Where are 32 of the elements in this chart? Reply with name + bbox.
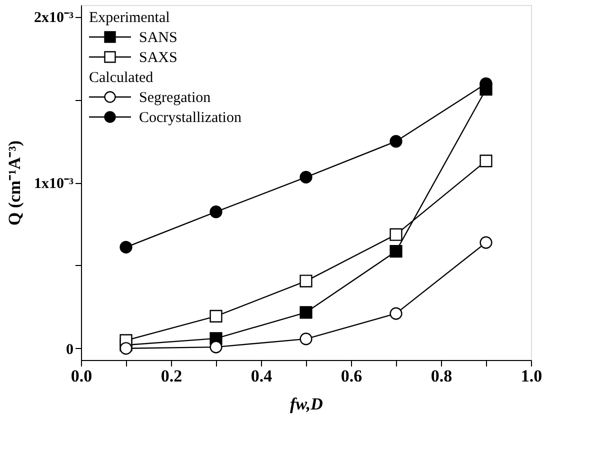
y-tick-label: 0 [66,342,74,358]
legend-label: Segregation [139,90,212,106]
point [390,228,402,241]
annotation: Experimental [89,10,170,26]
y-tick-label: 2x10⁻³ [34,10,74,26]
x-axis-title: fw,D [290,394,323,414]
point [120,240,132,254]
point [300,274,312,288]
point [210,310,222,323]
x-tick-label: 0.2 [160,366,182,386]
x-tick-label: 0.0 [70,366,92,386]
point [210,340,222,354]
point [120,342,132,355]
legend-label: SANS [139,30,178,46]
x-tick-label: 1.0 [520,366,542,386]
x-tick-label: 0.8 [430,366,452,386]
annotation: Calculated [89,70,154,86]
x-tick-label: 0.4 [250,366,273,386]
point [300,170,312,184]
legend-label: SAXS [139,50,178,66]
y-tick-label: 1x10⁻³ [34,176,74,192]
y-axis-title: Q (cm⁻¹A⁻³) [5,140,24,226]
point [390,307,402,320]
point [480,154,492,168]
point [480,236,492,249]
point [210,206,222,218]
point [390,245,402,258]
point [300,332,312,346]
legend-label: Cocrystallization [139,110,242,126]
point [300,306,312,319]
point [390,135,402,148]
x-tick-label: 0.6 [340,366,362,386]
